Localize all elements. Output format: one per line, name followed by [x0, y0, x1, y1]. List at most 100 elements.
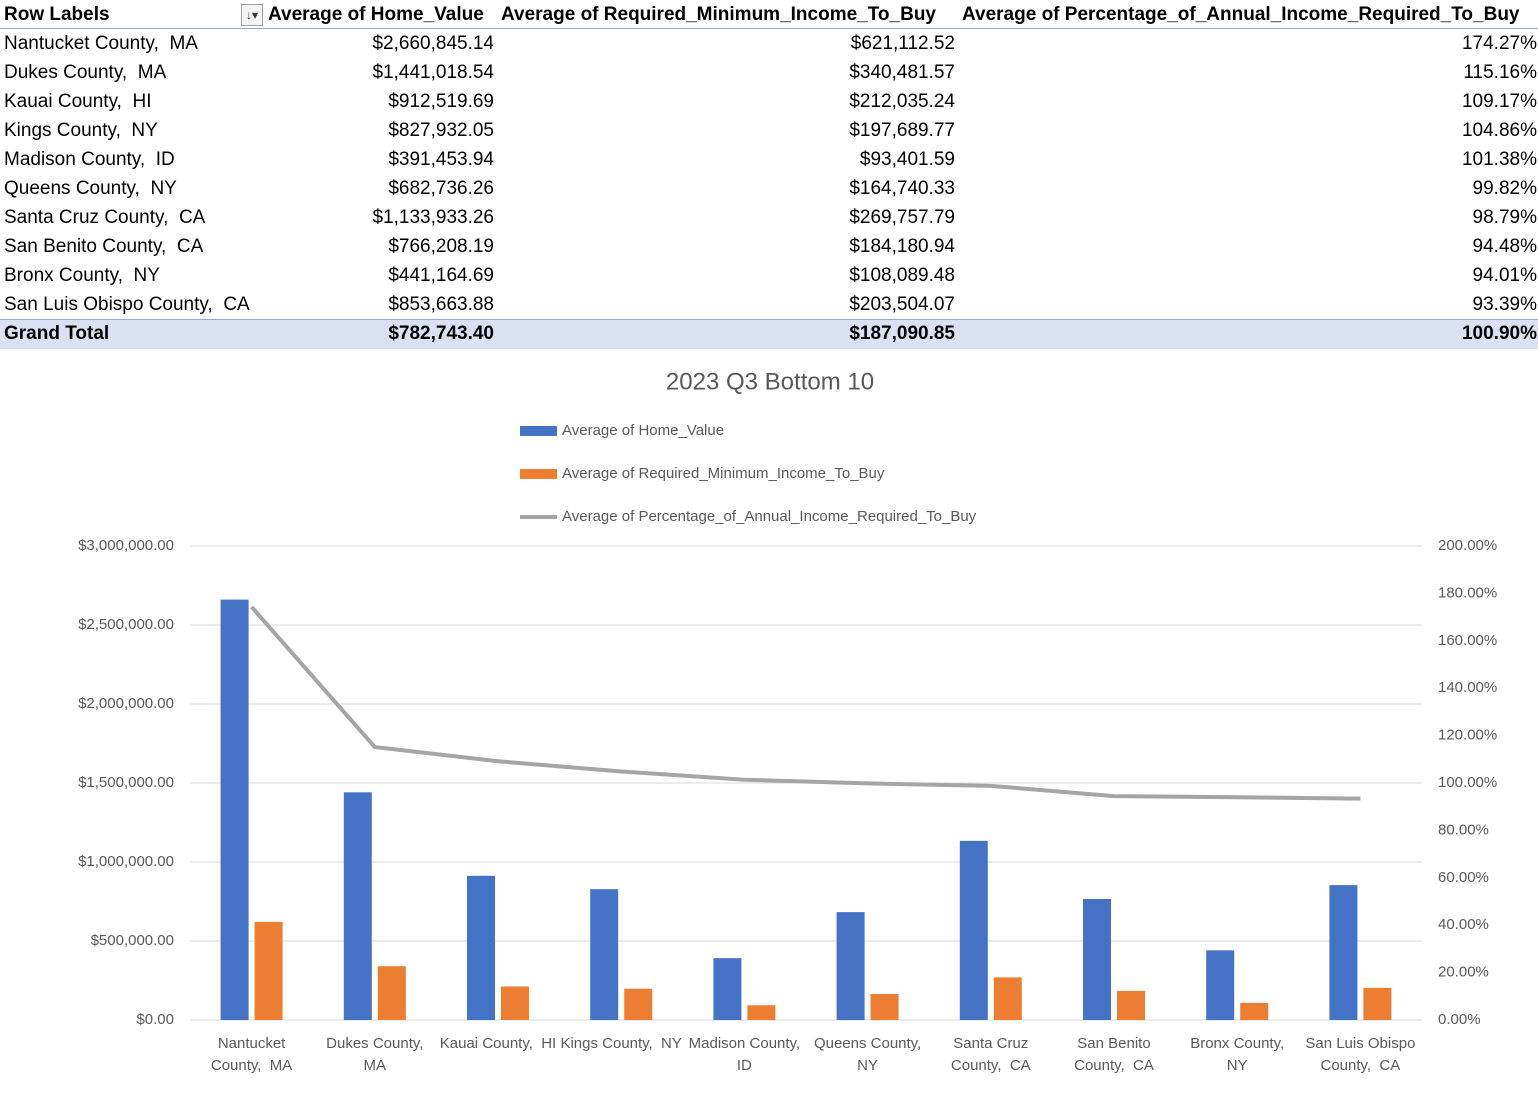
- y-tick-label: $1,500,000.00: [78, 774, 174, 791]
- table-cell: $184,180.94: [849, 236, 955, 257]
- table-cell: $441,164.69: [388, 265, 494, 286]
- bar: [993, 977, 1022, 1020]
- table-cell: $1,441,018.54: [372, 62, 494, 83]
- x-tick-label: San Benito County, CA: [1074, 1035, 1155, 1074]
- header-row: [0, 0, 1538, 29]
- x-tick-label: Kings County, NY: [560, 1035, 682, 1052]
- table-cell: $827,932.05: [388, 120, 494, 141]
- table-cell: Kauai County, HI: [4, 91, 152, 112]
- y-tick-label: $2,500,000.00: [78, 616, 174, 633]
- table-cell: $164,740.33: [849, 178, 955, 199]
- bar: [1083, 898, 1111, 1020]
- y2-tick-label: 0.00%: [1438, 1011, 1481, 1028]
- table-cell: Santa Cruz County, CA: [4, 207, 206, 228]
- legend-label: Average of Home_Value: [562, 422, 724, 439]
- bar: [377, 966, 406, 1020]
- table-cell: San Benito County, CA: [4, 236, 204, 257]
- legend-label: Average of Required_Minimum_Income_To_Bu…: [562, 465, 885, 482]
- table-cell: $340,481.57: [849, 62, 955, 83]
- table-cell: $621,112.52: [850, 33, 955, 54]
- bar: [624, 988, 653, 1020]
- bar: [501, 986, 529, 1020]
- y2-tick-label: 200.00%: [1438, 537, 1497, 554]
- grand-total-cell: Grand Total: [4, 323, 110, 344]
- legend-swatch: [520, 426, 557, 436]
- grand-total-row: [0, 319, 1538, 349]
- bar: [870, 993, 899, 1020]
- table-cell: 98.79%: [1472, 207, 1537, 228]
- table-cell: $391,453.94: [388, 149, 494, 170]
- bar: [959, 840, 988, 1020]
- table-cell: 109.17%: [1461, 91, 1537, 112]
- y2-tick-label: 160.00%: [1438, 632, 1497, 649]
- y2-tick-label: 60.00%: [1438, 869, 1489, 886]
- bar: [1117, 990, 1145, 1020]
- y-tick-label: $3,000,000.00: [78, 537, 174, 554]
- bar: [220, 599, 249, 1020]
- column-header: Average of Required_Minimum_Income_To_Bu…: [501, 4, 936, 25]
- table-cell: $197,689.77: [849, 120, 955, 141]
- bar: [836, 912, 865, 1020]
- y2-tick-label: 20.00%: [1438, 964, 1489, 981]
- table-cell: $269,757.79: [849, 207, 955, 228]
- table-cell: Queens County, NY: [4, 178, 177, 199]
- table-cell: $853,663.88: [388, 294, 494, 315]
- legend-swatch: [520, 469, 557, 479]
- table-cell: 94.01%: [1472, 265, 1537, 286]
- table-cell: Kings County, NY: [4, 120, 158, 141]
- x-tick-label: Bronx County, NY: [1190, 1035, 1293, 1074]
- grand-total-cell: 100.90%: [1461, 323, 1537, 344]
- bar: [590, 889, 619, 1020]
- column-header: Average of Home_Value: [268, 4, 484, 25]
- table-cell: Dukes County, MA: [4, 62, 167, 83]
- y2-tick-label: 180.00%: [1438, 584, 1497, 601]
- table-cell: $93,401.59: [859, 149, 955, 170]
- y-tick-label: $2,000,000.00: [78, 695, 174, 712]
- table-cell: Bronx County, NY: [4, 265, 160, 286]
- y2-tick-label: 40.00%: [1438, 916, 1489, 933]
- table-cell: $212,035.24: [849, 91, 955, 112]
- table-cell: 115.16%: [1463, 62, 1537, 83]
- bar: [713, 958, 742, 1020]
- bar: [1363, 987, 1392, 1020]
- grand-total-cell: $782,743.40: [388, 323, 494, 344]
- table-cell: $2,660,845.14: [372, 33, 494, 54]
- x-tick-label: Kauai County, HI: [439, 1035, 557, 1052]
- bar: [1206, 950, 1235, 1020]
- table-cell: $1,133,933.26: [372, 207, 494, 228]
- table-cell: 101.38%: [1461, 149, 1537, 170]
- y-tick-label: $0.00: [136, 1011, 174, 1028]
- column-header: Average of Percentage_of_Annual_Income_R…: [962, 4, 1520, 25]
- column-header: Row Labels: [4, 4, 110, 25]
- y2-tick-label: 120.00%: [1438, 727, 1497, 744]
- table-cell: 104.86%: [1461, 120, 1537, 141]
- table-cell: San Luis Obispo County, CA: [4, 294, 250, 315]
- y2-tick-label: 100.00%: [1438, 774, 1497, 791]
- bar: [1329, 885, 1358, 1020]
- legend-label: Average of Percentage_of_Annual_Income_R…: [562, 508, 977, 525]
- table-cell: $912,519.69: [388, 91, 494, 112]
- y2-tick-label: 80.00%: [1438, 821, 1489, 838]
- line-series: [250, 605, 1361, 801]
- table-cell: 93.39%: [1472, 294, 1537, 315]
- table-cell: $108,089.48: [849, 265, 955, 286]
- y-tick-label: $500,000.00: [91, 932, 174, 949]
- chart-title: 2023 Q3 Bottom 10: [666, 368, 874, 395]
- x-tick-label: Queens County, NY: [813, 1035, 930, 1074]
- table-cell: $682,736.26: [388, 178, 494, 199]
- table-cell: $203,504.07: [849, 294, 955, 315]
- filter-button[interactable]: ↓▾: [241, 4, 263, 26]
- table-cell: 174.27%: [1461, 33, 1537, 54]
- bar: [747, 1005, 776, 1020]
- bar: [467, 875, 495, 1020]
- y2-tick-label: 140.00%: [1438, 679, 1497, 696]
- table-cell: Nantucket County, MA: [4, 33, 198, 54]
- table-cell: Madison County, ID: [4, 149, 175, 170]
- table-cell: 99.82%: [1472, 178, 1537, 199]
- table-cell: $766,208.19: [388, 236, 494, 257]
- y-tick-label: $1,000,000.00: [78, 853, 174, 870]
- x-tick-label: Santa Cruz County, CA: [950, 1035, 1033, 1074]
- table-cell: 94.48%: [1472, 236, 1537, 257]
- x-tick-label: Dukes County, MA: [326, 1035, 432, 1074]
